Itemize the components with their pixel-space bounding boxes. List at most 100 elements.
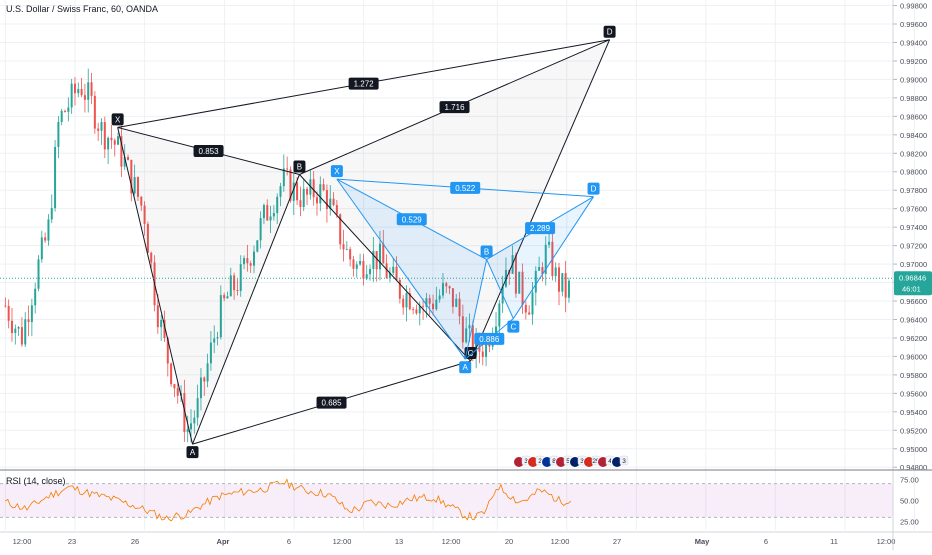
candle-body [170, 363, 173, 385]
x-tick-label: 6 [764, 537, 768, 546]
candle-body [243, 258, 246, 265]
event-flag-us[interactable]: 4 [597, 455, 615, 468]
y-tick-label: 0.95000 [900, 445, 927, 454]
candle-body [259, 218, 262, 241]
point-badge [186, 446, 199, 459]
y-tick-label: 0.97800 [900, 186, 927, 195]
candle-body [20, 327, 23, 345]
candle-body [461, 316, 464, 343]
y-tick-label: 0.96400 [900, 315, 927, 324]
candle-body [150, 252, 153, 263]
flag-count: 29 [592, 458, 600, 465]
candle-body [415, 309, 418, 314]
event-flag-us[interactable]: 5 [555, 455, 573, 468]
harmonic-patterns[interactable]: 0.853 0.685 1.272 1.716 X A B C D 0.529 0.886 0.522… [111, 25, 616, 459]
point-label: X [115, 115, 121, 124]
candle-body [140, 196, 143, 206]
candle-body [398, 279, 401, 299]
candle-body [385, 263, 388, 278]
candle-body [468, 325, 471, 329]
ratio-badge [439, 101, 470, 114]
candle-body [412, 309, 415, 311]
candle-body [342, 244, 345, 250]
candle-body [60, 110, 63, 122]
flag-count: 3 [580, 458, 584, 465]
candle-body [475, 338, 478, 356]
candle-body [262, 205, 265, 219]
x-tick-label: 6 [287, 537, 291, 546]
candle-body [548, 241, 551, 245]
rsi-tick-label: 25.00 [900, 518, 919, 527]
flag-count: 8 [552, 458, 556, 465]
x-tick-label: Apr [217, 537, 230, 546]
candle-body [110, 137, 113, 141]
candle-body [335, 205, 338, 215]
point-badge [459, 361, 472, 374]
ratio-label: 0.522 [455, 184, 476, 193]
point-label: C [468, 349, 474, 358]
ratio-badge [316, 396, 347, 409]
candle-body [117, 136, 120, 145]
point-label: A [190, 448, 196, 457]
candle-body [10, 320, 13, 334]
pattern-leg [470, 39, 611, 362]
candle-body [322, 184, 325, 191]
candle-body [4, 305, 7, 307]
candle-body [272, 213, 275, 217]
candle-body [564, 273, 567, 298]
y-tick-label: 0.96600 [900, 297, 927, 306]
current-price-countdown: 46:01 [902, 284, 921, 293]
rsi-tick-label: 50.00 [900, 497, 919, 506]
candle-body [87, 82, 90, 100]
candle-body [203, 377, 206, 382]
y-tick-label: 0.95800 [900, 371, 927, 380]
candle-body [127, 157, 130, 160]
candle-body [567, 280, 570, 298]
point-badge [587, 182, 600, 195]
point-label: D [591, 185, 597, 194]
y-tick-label: 0.99000 [900, 75, 927, 84]
candle-body [213, 338, 216, 343]
candle-body [17, 327, 20, 329]
x-tick-label: 26 [131, 537, 139, 546]
pattern-fill-xab [117, 127, 300, 445]
candle-body [206, 363, 209, 382]
candle-body [521, 271, 524, 305]
candle-body [325, 190, 328, 210]
candle-body [37, 259, 40, 289]
candle-body [495, 326, 498, 336]
current-price-tag [894, 271, 932, 296]
candle-body [544, 244, 547, 275]
candle-body [382, 243, 385, 264]
harmonic-pattern-small[interactable]: 0.529 0.886 0.522 2.289 X A B C D [330, 165, 600, 374]
flag-count: 2 [538, 458, 542, 465]
harmonic-pattern-large[interactable]: 0.853 0.685 1.272 1.716 X A B C D [111, 25, 616, 459]
candle-body [166, 337, 169, 364]
candle-body [143, 205, 146, 224]
y-tick-label: 0.99400 [900, 38, 927, 47]
candle-body [388, 272, 391, 278]
candle-body [408, 293, 411, 310]
rsi-band [0, 483, 893, 518]
candle-body [176, 388, 179, 396]
candle-body [186, 429, 189, 433]
ratio-badge [193, 144, 224, 157]
x-tick-label: 27 [613, 537, 621, 546]
event-flag-gb[interactable]: 3 [611, 455, 629, 468]
candle-body [209, 342, 212, 364]
pattern-fill-xab [336, 179, 487, 360]
point-badge [507, 320, 520, 333]
candle-body [7, 305, 10, 321]
event-flag-us[interactable]: 3 [513, 455, 531, 468]
candle-body [80, 88, 83, 96]
flag-count: 3 [524, 458, 528, 465]
candle-body [306, 188, 309, 195]
candle-body [30, 305, 33, 322]
economic-events[interactable]: 3 2 8 5 3 29 4 3 [513, 455, 629, 468]
candle-body [90, 82, 93, 96]
point-label: C [510, 323, 516, 332]
candle-body [100, 122, 103, 131]
candles [4, 68, 570, 443]
